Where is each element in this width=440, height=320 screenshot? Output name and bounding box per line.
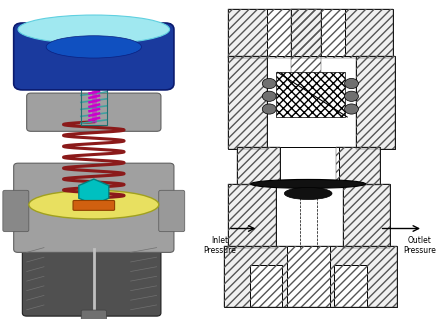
FancyBboxPatch shape: [14, 163, 174, 252]
Bar: [280, 147, 338, 186]
Bar: [237, 147, 280, 186]
Ellipse shape: [46, 36, 141, 58]
Bar: [291, 9, 321, 117]
FancyBboxPatch shape: [159, 190, 185, 232]
FancyBboxPatch shape: [81, 310, 106, 320]
Bar: [276, 72, 345, 117]
Polygon shape: [89, 313, 98, 318]
Ellipse shape: [284, 188, 332, 199]
Text: Inlet
Pressure: Inlet Pressure: [203, 236, 236, 255]
Bar: [224, 246, 397, 307]
Bar: [228, 56, 267, 149]
FancyBboxPatch shape: [27, 93, 161, 131]
Bar: [224, 246, 397, 307]
Bar: [356, 56, 395, 149]
Circle shape: [262, 91, 276, 101]
Bar: [343, 184, 390, 248]
Bar: [276, 184, 343, 248]
Bar: [286, 246, 330, 307]
Circle shape: [345, 78, 359, 89]
Ellipse shape: [18, 15, 169, 44]
FancyBboxPatch shape: [14, 23, 174, 90]
Bar: [267, 56, 356, 149]
Bar: [228, 184, 276, 248]
FancyBboxPatch shape: [22, 240, 161, 316]
Bar: [250, 265, 282, 307]
Circle shape: [262, 104, 276, 114]
Bar: [267, 9, 345, 58]
Bar: [336, 147, 380, 186]
Bar: [228, 9, 392, 58]
Bar: [237, 147, 280, 186]
Polygon shape: [79, 179, 109, 204]
FancyBboxPatch shape: [3, 190, 29, 232]
Circle shape: [345, 91, 359, 101]
Ellipse shape: [29, 190, 159, 219]
Text: Outlet
Pressure: Outlet Pressure: [403, 236, 436, 255]
Circle shape: [345, 104, 359, 114]
Bar: [334, 265, 367, 307]
Bar: [336, 147, 380, 186]
Bar: [343, 184, 390, 248]
Bar: [228, 184, 276, 248]
Ellipse shape: [251, 180, 366, 188]
Bar: [291, 9, 321, 117]
Bar: [228, 9, 392, 58]
Bar: [356, 56, 395, 149]
Bar: [228, 56, 267, 149]
Circle shape: [262, 78, 276, 89]
FancyBboxPatch shape: [73, 200, 114, 210]
